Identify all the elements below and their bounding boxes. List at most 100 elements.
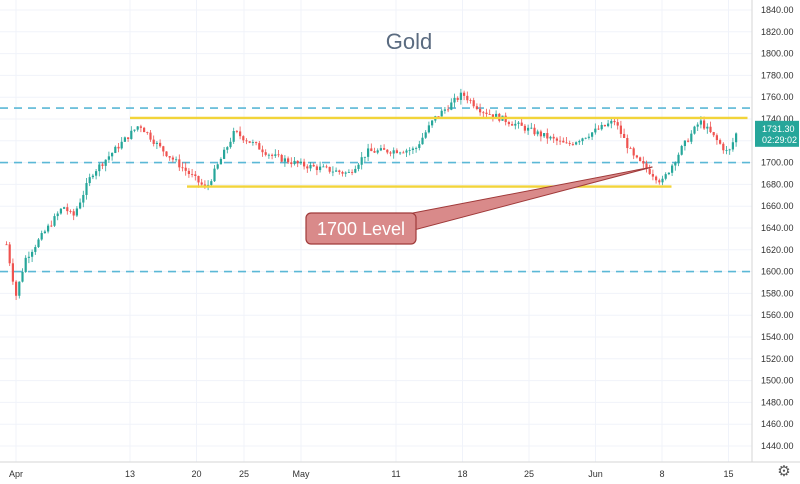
candle-body: [184, 167, 187, 171]
candle-body: [261, 149, 264, 153]
candle-body: [235, 131, 238, 132]
y-tick-label: 1780.00: [761, 70, 794, 80]
candle-body: [130, 130, 133, 139]
time-axis[interactable]: Apr 13 20 25 May 11 18 25 Jun 8 15: [9, 469, 734, 479]
candle-body: [664, 174, 667, 179]
candle-body: [315, 166, 318, 171]
candle-body: [626, 138, 629, 149]
y-tick-label: 1840.00: [761, 5, 794, 15]
candle-body: [267, 154, 270, 156]
y-tick-label: 1620.00: [761, 245, 794, 255]
price-axis[interactable]: 1440.00 1460.00 1480.00 1500.00 1520.00 1540.…: [761, 5, 794, 451]
candle-body: [418, 144, 421, 148]
candle-body: [168, 156, 171, 158]
x-tick-label: 18: [457, 469, 467, 479]
candle-body: [456, 97, 459, 100]
candle-body: [603, 124, 606, 127]
candle-body: [571, 143, 574, 145]
candle-body: [491, 114, 494, 118]
candle-body: [319, 166, 322, 171]
candle-body: [533, 127, 536, 135]
y-tick-label: 1760.00: [761, 92, 794, 102]
candle-body: [565, 142, 568, 144]
candle-body: [578, 141, 581, 143]
candle-body: [511, 124, 514, 126]
candle-body: [469, 100, 472, 102]
candle-body: [8, 244, 11, 264]
candle-body: [104, 159, 107, 166]
y-tick-label: 1540.00: [761, 332, 794, 342]
candle-body: [312, 164, 315, 167]
candle-body: [677, 154, 680, 163]
candle-body: [277, 154, 280, 156]
candle-body: [450, 102, 453, 110]
candle-body: [219, 158, 222, 165]
candle-body: [251, 142, 254, 143]
callout-pointer: [390, 166, 653, 231]
candle-body: [607, 123, 610, 127]
candle-body: [43, 231, 46, 234]
candle-body: [517, 122, 520, 124]
candle-body: [335, 170, 338, 172]
candle-body: [680, 146, 683, 155]
candle-body: [351, 171, 354, 173]
candle-body: [120, 141, 123, 149]
x-tick-label: 8: [659, 469, 664, 479]
candle-body: [139, 126, 142, 128]
candle-body: [290, 162, 293, 165]
candle-body: [40, 233, 43, 240]
candle-body: [162, 146, 165, 152]
candle-body: [344, 172, 347, 174]
candle-body: [619, 125, 622, 134]
x-tick-label: Jun: [588, 469, 603, 479]
x-tick-label: 20: [191, 469, 201, 479]
candle-body: [523, 125, 526, 131]
x-tick-label: Apr: [9, 469, 23, 479]
y-tick-label: 1480.00: [761, 397, 794, 407]
candle-body: [5, 244, 8, 246]
candle-body: [69, 211, 72, 212]
candle-body: [616, 122, 619, 126]
candle-body: [210, 181, 213, 185]
candlesticks: [5, 88, 738, 301]
candle-body: [690, 133, 693, 142]
candle-body: [722, 143, 725, 151]
x-tick-label: 25: [239, 469, 249, 479]
candle-body: [271, 154, 274, 156]
candle-body: [482, 112, 485, 114]
candle-body: [527, 127, 530, 131]
candle-body: [229, 141, 232, 148]
x-tick-label: 25: [524, 469, 534, 479]
candle-body: [18, 281, 21, 296]
gear-icon[interactable]: ⚙: [777, 463, 791, 480]
candle-body: [447, 109, 450, 111]
candle-body: [21, 271, 24, 282]
candle-body: [715, 135, 718, 141]
y-tick-label: 1680.00: [761, 179, 794, 189]
candle-body: [159, 142, 162, 147]
candle-body: [671, 165, 674, 173]
y-tick-label: 1600.00: [761, 267, 794, 277]
candle-body: [597, 128, 600, 130]
candle-body: [357, 164, 360, 169]
candle-body: [437, 116, 440, 117]
candle-body: [594, 128, 597, 133]
candle-body: [539, 131, 542, 137]
candle-body: [191, 174, 194, 175]
candle-body: [11, 263, 14, 282]
candle-body: [123, 137, 126, 142]
candle-body: [415, 147, 418, 149]
candle-body: [72, 211, 75, 216]
candle-body: [728, 149, 731, 151]
y-tick-label: 1500.00: [761, 376, 794, 386]
candle-body: [555, 138, 558, 141]
candle-body: [274, 154, 277, 156]
candle-body: [306, 166, 309, 169]
price-tag-box: [755, 120, 799, 147]
x-tick-label: 13: [125, 469, 135, 479]
candle-body: [114, 146, 117, 153]
candle-body: [405, 150, 408, 153]
candle-body: [367, 148, 370, 157]
